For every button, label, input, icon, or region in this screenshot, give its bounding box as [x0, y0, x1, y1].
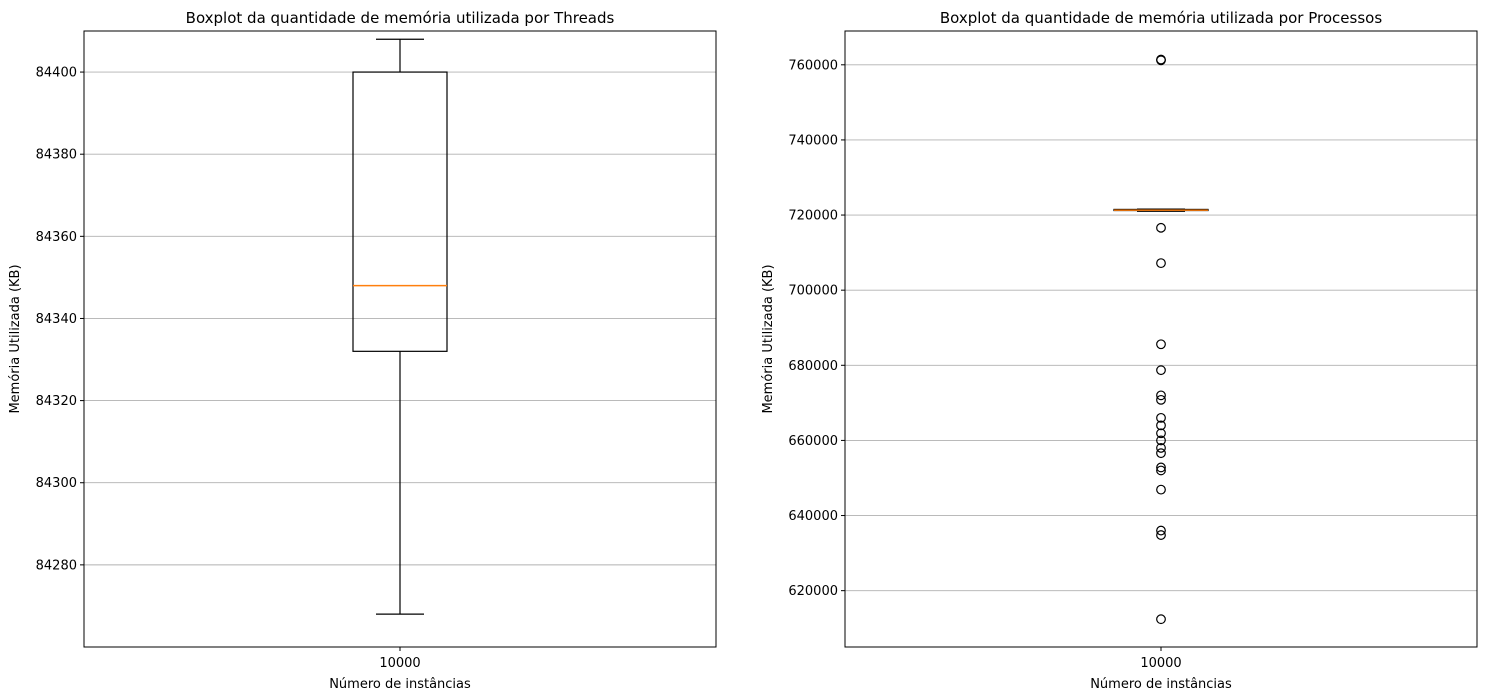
- processos-box-marks: [1113, 54, 1209, 625]
- threads-x-tick-label: 10000: [379, 656, 420, 671]
- processos-outlier-point: [1156, 465, 1166, 476]
- processos-outlier-point: [1156, 530, 1166, 540]
- processos-outlier-point: [1156, 443, 1166, 453]
- processos-outlier-point: [1156, 428, 1166, 439]
- processos-chart-title: Boxplot da quantidade de memória utiliza…: [940, 9, 1382, 27]
- processos-y-tick-label: 660000: [788, 434, 838, 449]
- threads-y-tick-label: 84380: [36, 148, 77, 163]
- threads-iqr-box: [352, 71, 448, 352]
- processos-y-tick-label: 680000: [788, 359, 838, 374]
- processos-outlier-point: [1156, 484, 1166, 495]
- processos-outlier-point: [1156, 365, 1166, 376]
- processos-outlier-point: [1156, 339, 1166, 350]
- threads-y-tick-label: 84400: [36, 66, 77, 81]
- processos-boxplot-panel: Boxplot da quantidade de memória utiliza…: [761, 9, 1478, 692]
- processos-y-tick-label: 640000: [788, 509, 838, 524]
- threads-x-axis-label: Número de instâncias: [329, 677, 471, 692]
- threads-y-ticks: 84280 84300 84320 84340 84360 84380 84400: [36, 66, 401, 651]
- threads-y-tick-label: 84300: [36, 476, 77, 491]
- processos-outlier-point: [1156, 435, 1166, 446]
- processos-outlier-point: [1156, 448, 1166, 459]
- threads-y-tick-label: 84320: [36, 394, 77, 409]
- processos-gridlines: [845, 64, 1477, 592]
- threads-chart-title: Boxplot da quantidade de memória utiliza…: [186, 9, 615, 27]
- processos-outlier-point: [1156, 222, 1166, 233]
- processos-outlier-point: [1156, 412, 1166, 423]
- threads-y-axis-label: Memória Utilizada (KB): [8, 264, 23, 413]
- threads-y-tick-label: 84280: [36, 558, 77, 573]
- processos-y-tick-label: 720000: [788, 209, 838, 224]
- processos-y-tick-label: 740000: [788, 133, 838, 148]
- processos-x-axis-label: Número de instâncias: [1090, 677, 1232, 692]
- processos-outlier-point: [1156, 55, 1166, 66]
- threads-y-tick-label: 84340: [36, 312, 77, 327]
- processos-outlier-point: [1156, 420, 1166, 431]
- threads-y-tick-label: 84360: [36, 230, 77, 245]
- processos-y-tick-label: 700000: [788, 284, 838, 299]
- processos-outlier-point: [1156, 390, 1166, 401]
- processos-plot-frame: [844, 30, 1478, 648]
- processos-outlier-point: [1156, 462, 1166, 473]
- processos-outlier-point: [1156, 394, 1166, 405]
- threads-box-marks: [352, 38, 448, 615]
- processos-y-axis-label: Memória Utilizada (KB): [761, 264, 776, 413]
- processos-outlier-point: [1156, 258, 1166, 269]
- processos-y-tick-label: 620000: [788, 584, 838, 599]
- processos-outlier-point: [1156, 614, 1166, 625]
- processos-outlier-point: [1156, 525, 1166, 536]
- threads-boxplot-panel: Boxplot da quantidade de memória utiliza…: [8, 9, 717, 692]
- processos-x-tick-label: 10000: [1140, 656, 1181, 671]
- processos-y-tick-label: 760000: [788, 58, 838, 73]
- processos-y-ticks: 620000 640000 660000 680000 700000 720000 7400…: [788, 58, 1162, 651]
